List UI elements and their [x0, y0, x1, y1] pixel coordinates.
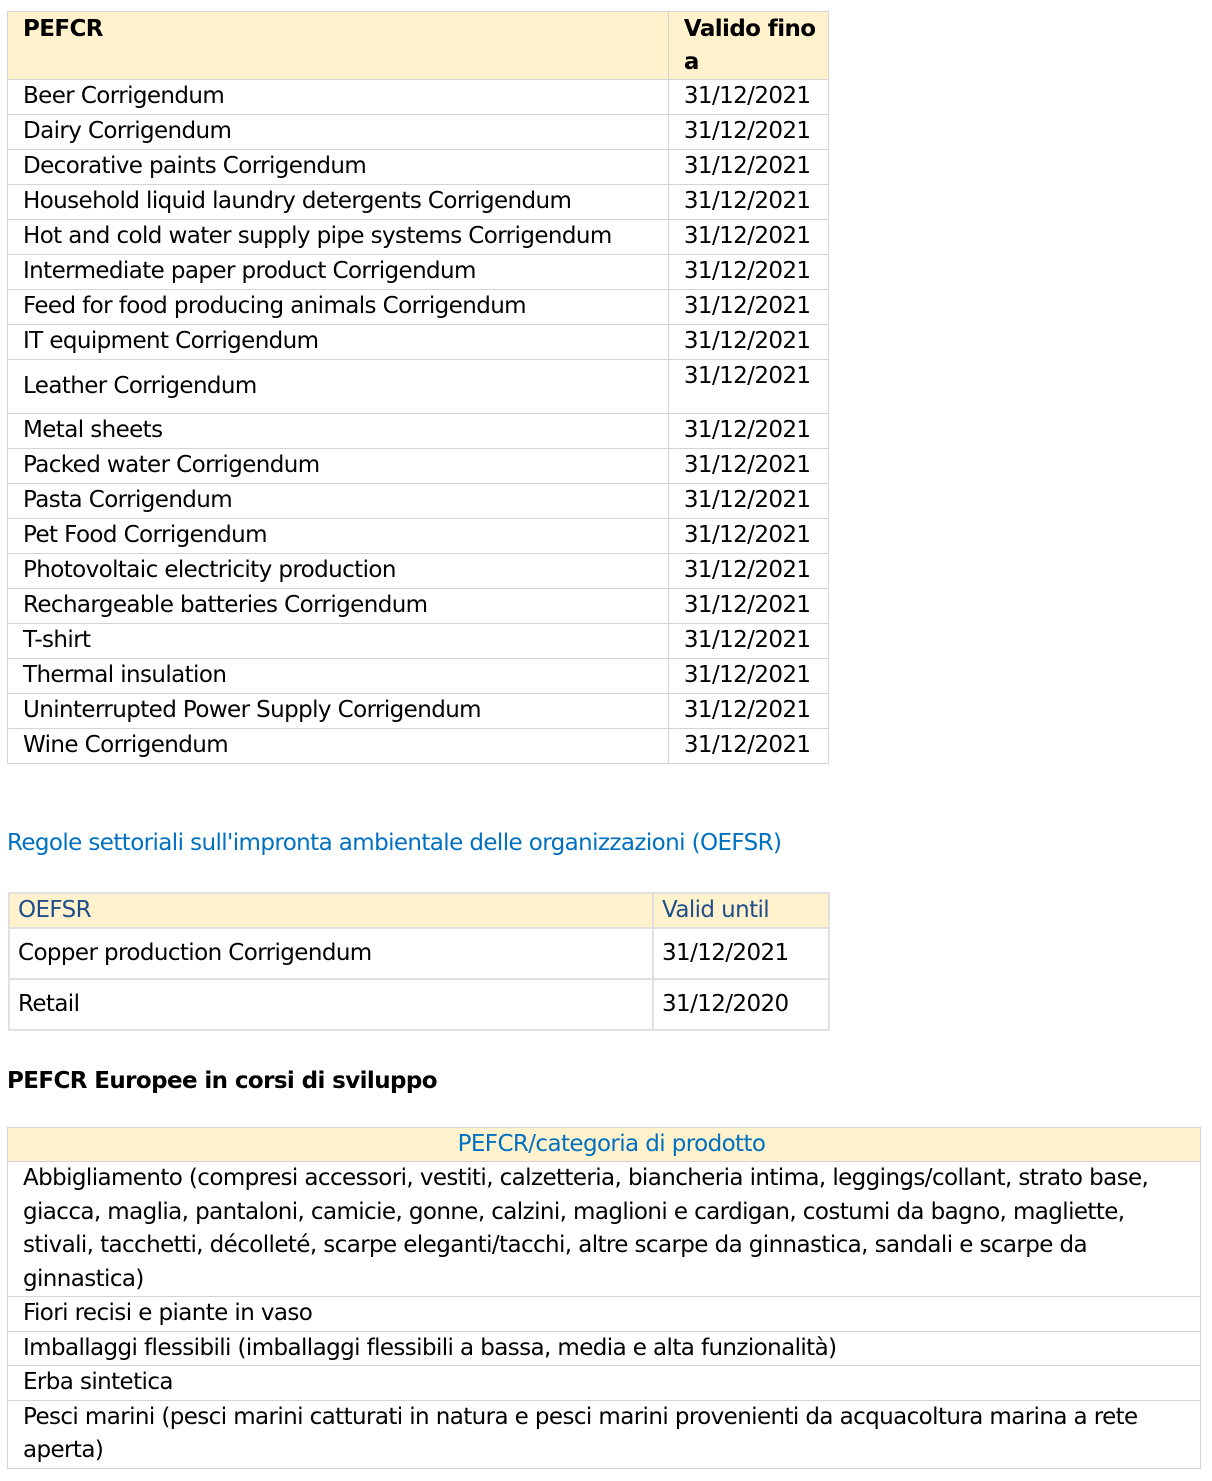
valid-until: 31/12/2021 — [667, 728, 830, 764]
table-row: Erba sintetica — [7, 1365, 1201, 1401]
table-row: Retail 31/12/2020 — [8, 978, 830, 1031]
table-row: IT equipment Corrigendum 31/12/2021 — [7, 324, 830, 360]
table-row: T-shirt 31/12/2021 — [7, 623, 830, 659]
valid-until: 31/12/2021 — [667, 448, 830, 484]
valid-until: 31/12/2021 — [667, 79, 830, 115]
valid-until: 31/12/2021 — [667, 518, 830, 554]
pefcr-name: Wine Corrigendum — [7, 728, 669, 764]
pefcr-name: IT equipment Corrigendum — [7, 324, 669, 360]
table-row: Household liquid laundry detergents Corr… — [7, 184, 830, 220]
pefcr-table: PEFCR Valido fino a Beer Corrigendum 31/1… — [7, 11, 830, 764]
oefsr-table: OEFSR Valid until Copper production Corr… — [8, 892, 830, 1031]
table-row: Pet Food Corrigendum 31/12/2021 — [7, 518, 830, 554]
table-row: Photovoltaic electricity production 31/12… — [7, 553, 830, 589]
pefcr-name: Household liquid laundry detergents Corr… — [7, 184, 669, 220]
pefcr-name: Pet Food Corrigendum — [7, 518, 669, 554]
valid-until: 31/12/2021 — [667, 219, 830, 255]
product-category: Abbigliamento (compresi accessori, vesti… — [7, 1161, 1201, 1297]
valid-until: 31/12/2021 — [667, 483, 830, 519]
product-category: Fiori recisi e piante in vaso — [7, 1296, 1201, 1332]
table-row: Intermediate paper product Corrigendum 31… — [7, 254, 830, 290]
valid-until: 31/12/2021 — [667, 413, 830, 449]
valid-until: 31/12/2021 — [667, 359, 830, 414]
table-row: Beer Corrigendum 31/12/2021 — [7, 79, 830, 115]
table-row: Feed for food producing animals Corrigen… — [7, 289, 830, 325]
table-row: Leather Corrigendum 31/12/2021 — [7, 359, 830, 414]
header-valid-until: Valido fino a — [667, 11, 830, 80]
header-pefcr: PEFCR — [7, 11, 669, 80]
header-oefsr: OEFSR — [8, 892, 654, 929]
table-row: Metal sheets 31/12/2021 — [7, 413, 830, 449]
table-row: Hot and cold water supply pipe systems C… — [7, 219, 830, 255]
valid-until: 31/12/2021 — [667, 658, 830, 694]
valid-until: 31/12/2021 — [667, 254, 830, 290]
table-row: Fiori recisi e piante in vaso — [7, 1296, 1201, 1332]
table-row: Abbigliamento (compresi accessori, vesti… — [7, 1161, 1201, 1297]
header-category: PEFCR/categoria di prodotto — [7, 1127, 1201, 1162]
table-row: Decorative paints Corrigendum 31/12/2021 — [7, 149, 830, 185]
table-row: Packed water Corrigendum 31/12/2021 — [7, 448, 830, 484]
oefsr-name: Copper production Corrigendum — [8, 927, 654, 980]
valid-until: 31/12/2020 — [652, 978, 830, 1031]
table-header: PEFCR Valido fino a — [7, 11, 830, 80]
development-heading: PEFCR Europee in corsi di sviluppo — [7, 1068, 438, 1094]
valid-until: 31/12/2021 — [667, 693, 830, 729]
table-row: Rechargeable batteries Corrigendum 31/12/… — [7, 588, 830, 624]
valid-until: 31/12/2021 — [667, 184, 830, 220]
table-row: Dairy Corrigendum 31/12/2021 — [7, 114, 830, 150]
valid-until: 31/12/2021 — [667, 114, 830, 150]
pefcr-name: Metal sheets — [7, 413, 669, 449]
table-row: Imballaggi flessibili (imballaggi flessi… — [7, 1330, 1201, 1366]
table-row: Copper production Corrigendum 31/12/2021 — [8, 927, 830, 980]
pefcr-name: Dairy Corrigendum — [7, 114, 669, 150]
table-header: PEFCR/categoria di prodotto — [7, 1127, 1201, 1162]
pefcr-name: Leather Corrigendum — [7, 359, 669, 414]
valid-until: 31/12/2021 — [667, 553, 830, 589]
pefcr-name: Beer Corrigendum — [7, 79, 669, 115]
header-valid-until: Valid until — [652, 892, 830, 929]
table-header: OEFSR Valid until — [8, 892, 830, 929]
development-table: PEFCR/categoria di prodotto Abbigliament… — [7, 1127, 1201, 1469]
valid-until: 31/12/2021 — [667, 588, 830, 624]
pefcr-name: Intermediate paper product Corrigendum — [7, 254, 669, 290]
pefcr-name: Feed for food producing animals Corrigen… — [7, 289, 669, 325]
pefcr-name: Hot and cold water supply pipe systems C… — [7, 219, 669, 255]
product-category: Pesci marini (pesci marini catturati in … — [7, 1399, 1201, 1469]
pefcr-name: Pasta Corrigendum — [7, 483, 669, 519]
oefsr-name: Retail — [8, 978, 654, 1031]
pefcr-name: Uninterrupted Power Supply Corrigendum — [7, 693, 669, 729]
valid-until: 31/12/2021 — [667, 149, 830, 185]
valid-until: 31/12/2021 — [652, 927, 830, 980]
table-row: Pesci marini (pesci marini catturati in … — [7, 1399, 1201, 1469]
pefcr-name: Decorative paints Corrigendum — [7, 149, 669, 185]
valid-until: 31/12/2021 — [667, 324, 830, 360]
pefcr-name: Photovoltaic electricity production — [7, 553, 669, 589]
table-row: Wine Corrigendum 31/12/2021 — [7, 728, 830, 764]
table-row: Pasta Corrigendum 31/12/2021 — [7, 483, 830, 519]
pefcr-name: Rechargeable batteries Corrigendum — [7, 588, 669, 624]
pefcr-name: T-shirt — [7, 623, 669, 659]
valid-until: 31/12/2021 — [667, 623, 830, 659]
product-category: Erba sintetica — [7, 1365, 1201, 1401]
table-row: Thermal insulation 31/12/2021 — [7, 658, 830, 694]
pefcr-name: Thermal insulation — [7, 658, 669, 694]
table-row: Uninterrupted Power Supply Corrigendum 31… — [7, 693, 830, 729]
oefsr-heading-link[interactable]: Regole settoriali sull'impronta ambienta… — [7, 830, 782, 856]
product-category: Imballaggi flessibili (imballaggi flessi… — [7, 1330, 1201, 1366]
pefcr-name: Packed water Corrigendum — [7, 448, 669, 484]
valid-until: 31/12/2021 — [667, 289, 830, 325]
